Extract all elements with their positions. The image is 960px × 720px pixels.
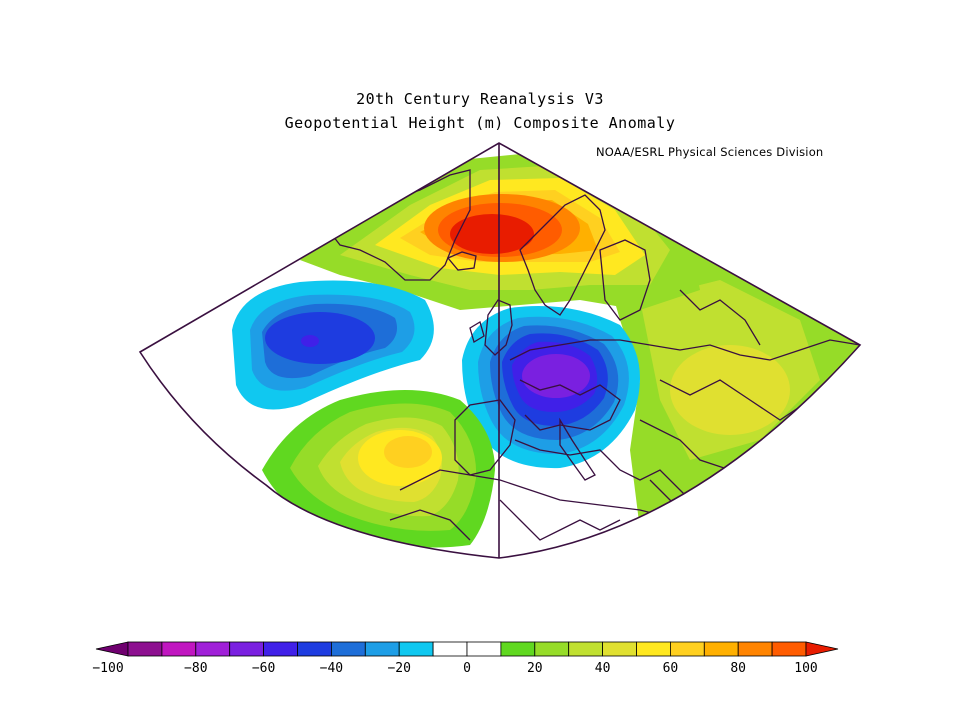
colorbar-swatch [127,641,163,657]
colorbar-tick-label: 100 [794,661,817,676]
colorbar-swatches [95,641,839,657]
colorbar-tick-label: 60 [663,661,679,676]
colorbar-swatch [263,641,298,657]
colorbar-tick-label: 20 [527,661,543,676]
border-central [519,379,621,431]
colorbar-swatch [398,641,434,657]
scandinavia-coast [519,194,606,316]
colorbar-swatch [466,641,502,657]
south-positive-region [262,390,495,548]
colorbar-swatch [195,641,231,657]
colorbar-swatch [568,641,604,657]
colorbar-swatch [737,641,773,657]
colorbar-tick-label: 0 [463,661,471,676]
border-east-1 [679,289,761,346]
iberia-coast [454,399,516,476]
colorbar-swatch [771,641,807,657]
colorbar-swatch [500,641,536,657]
colorbar-tick-label: −100 [92,661,123,676]
italy-coast [559,417,596,481]
colorbar-swatch [432,641,468,657]
finland-coast [599,239,651,321]
colorbar-tick-label: −20 [387,661,410,676]
colorbar-min-arrow [95,641,129,657]
map-frame [138,142,862,559]
colorbar-swatch [161,641,197,657]
colorbar-swatch [534,641,570,657]
colorbar-tick-label: −60 [252,661,275,676]
europe-coast [509,339,860,361]
colorbar-tick-label: −40 [320,661,343,676]
colorbar-swatch [636,641,671,657]
colorbar-swatch [297,641,332,657]
credit-label: NOAA/ESRL Physical Sciences Division [596,145,824,159]
colorbar-swatch [703,641,739,657]
title-line-1: 20th Century Reanalysis V3 [356,90,604,108]
colorbar-swatch [229,641,264,657]
colorbar-tick-label: 40 [595,661,611,676]
colorbar-tick-label: 80 [730,661,746,676]
border-west-africa [389,509,471,541]
colorbar-swatch [602,641,637,657]
west-negative-region [232,280,434,410]
iceland-coast [446,251,477,271]
colorbar-tick-labels: −100 −80 −60 −40 −20 0 20 40 60 80 100 [92,661,817,676]
border-south-1 [499,499,621,541]
title-line-2: Geopotential Height (m) Composite Anomal… [284,114,676,132]
mediterranean-coast [514,439,701,511]
colorbar-swatch [670,641,705,657]
uk-coast [484,299,513,356]
colorbar-swatch [330,641,366,657]
colorbar-tick-label: −80 [184,661,207,676]
colorbar-swatch [364,641,400,657]
colorbar-max-arrow [805,641,839,657]
ireland-coast [469,321,485,343]
